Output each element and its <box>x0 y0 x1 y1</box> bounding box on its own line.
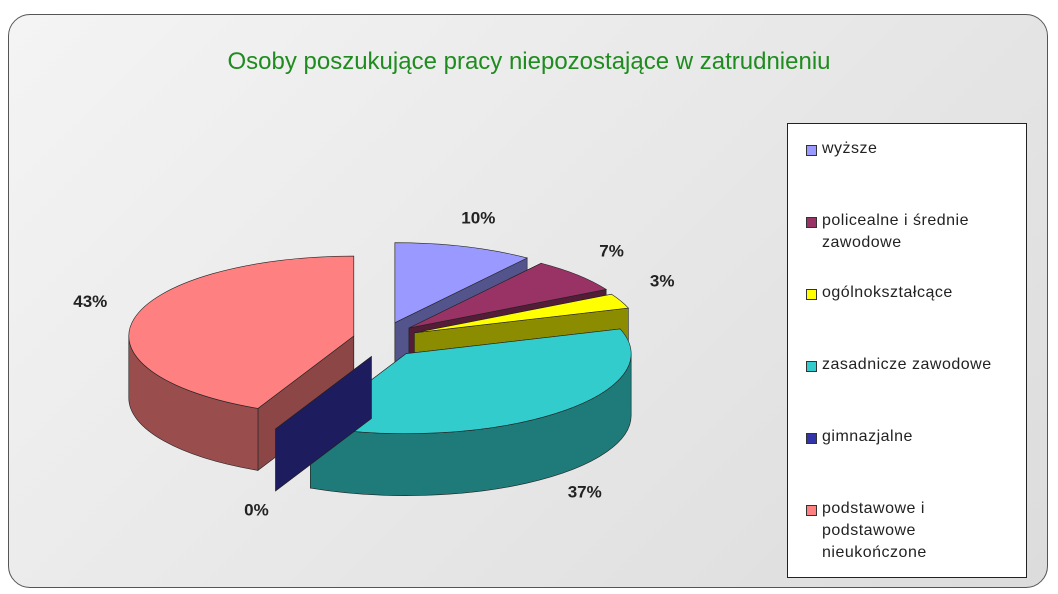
legend-label: policealne i średnie zawodowe <box>822 212 969 251</box>
data-label: 43% <box>73 292 107 311</box>
data-label: 10% <box>461 208 495 227</box>
legend-swatch <box>806 361 817 372</box>
legend-entry: wyższe <box>806 138 1016 210</box>
slice <box>414 293 629 334</box>
legend-entry: gimnazjalne <box>806 426 1016 498</box>
legend-label: ogólnokształcące <box>822 284 953 301</box>
slice <box>309 328 632 434</box>
legend-swatch <box>806 145 817 156</box>
legend-label: gimnazjalne <box>822 428 913 445</box>
legend-entry: zasadnicze zawodowe <box>806 354 1016 426</box>
legend-swatch <box>806 217 817 228</box>
legend-entry: policealne i średnie zawodowe <box>806 210 1016 282</box>
slice <box>408 262 607 329</box>
legend-label: wyższe <box>822 140 878 157</box>
data-label: 37% <box>568 483 602 502</box>
legend-swatch <box>806 505 817 516</box>
slice-side <box>275 355 372 492</box>
data-label: 7% <box>599 241 624 260</box>
chart-title: Osoby poszukujące pracy niepozostające w… <box>227 48 831 75</box>
legend-label: podstawowe i podstawowe nieukończone <box>822 500 927 561</box>
legend-swatch <box>806 289 817 300</box>
legend-entry: podstawowe i podstawowe nieukończone <box>806 498 1016 570</box>
legend-swatch <box>806 433 817 444</box>
slice <box>128 255 355 409</box>
legend-entry: ogólnokształcące <box>806 282 1016 354</box>
legend: wyższe policealne i średnie zawodowe ogóln… <box>787 123 1027 578</box>
slice <box>394 242 529 324</box>
data-label: 3% <box>650 272 675 291</box>
legend-label: zasadnicze zawodowe <box>822 356 992 373</box>
data-label: 0% <box>244 500 269 519</box>
